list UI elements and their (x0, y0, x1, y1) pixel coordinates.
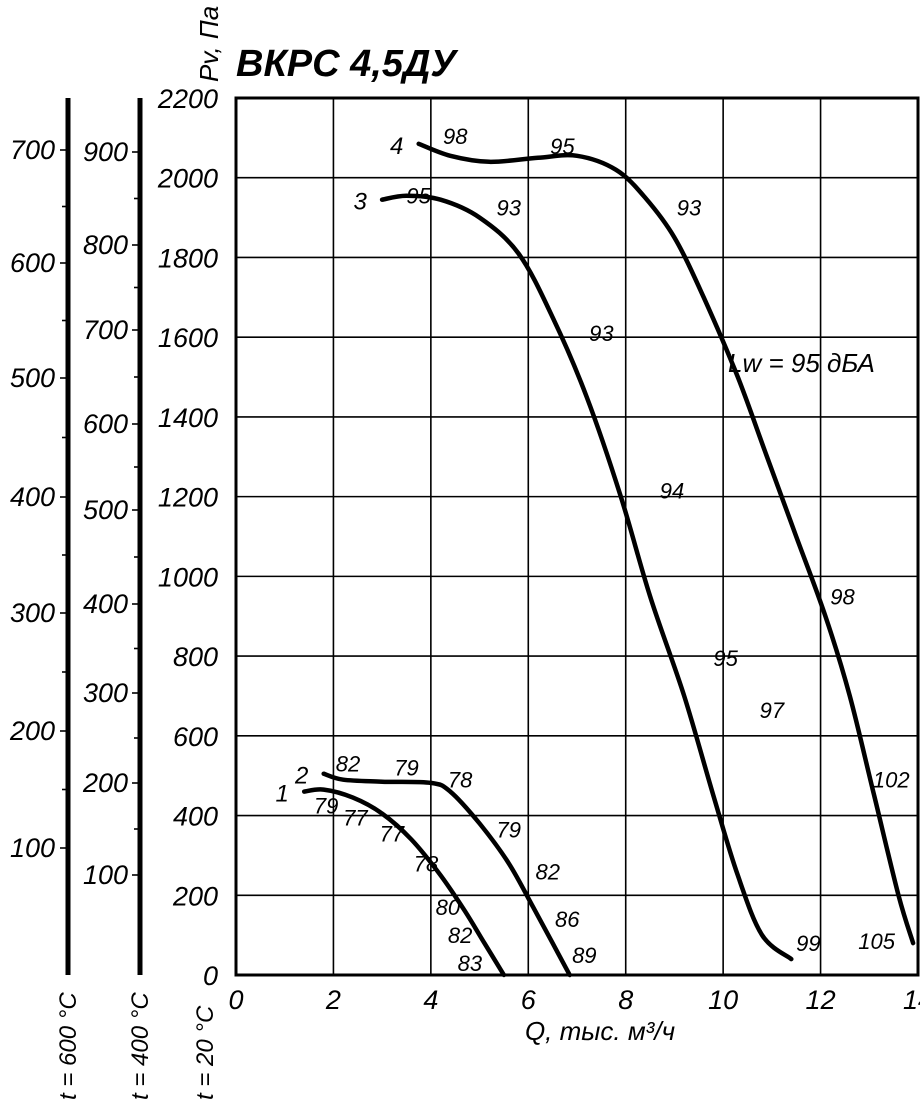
temp-scale-label: 300 (10, 598, 55, 628)
temp-scale-label: 400 (10, 482, 55, 512)
noise-level-label: 99 (796, 931, 820, 956)
x-tick-label: 0 (228, 985, 243, 1015)
chart-title: ВКРС 4,5ДУ (236, 43, 459, 85)
y-tick-label: 200 (172, 881, 218, 911)
y-tick-label: 1600 (158, 323, 218, 353)
series-name-label: 2 (294, 763, 308, 790)
temp-scale-title: t = 20 °C (192, 1005, 219, 1100)
series-curves (301, 141, 916, 978)
temp-scale-label: 800 (83, 230, 128, 260)
y-tick-label: 1400 (158, 403, 218, 433)
temp-scale-label: 200 (9, 716, 55, 746)
noise-level-label: 82 (536, 859, 560, 884)
x-axis-label: Q, тыс. м³/ч (525, 1016, 675, 1046)
series-name-label: 3 (353, 189, 367, 216)
y-tick-label: 2000 (157, 164, 218, 194)
grid (234, 96, 920, 977)
noise-level-label: 95 (406, 184, 431, 209)
temp-scale-label: 600 (10, 248, 55, 278)
y-tick-label: 0 (203, 961, 218, 991)
temp-scale-label: 600 (83, 409, 128, 439)
series-curve-2 (321, 771, 572, 978)
noise-level-label: 98 (830, 584, 855, 609)
temp-scale-label: 300 (83, 678, 128, 708)
annotation-lw: Lw = 95 дБА (728, 348, 875, 378)
noise-level-label: 95 (713, 646, 738, 671)
noise-level-label: 77 (380, 821, 405, 846)
noise-level-label: 82 (448, 923, 472, 948)
plot-frame (234, 96, 920, 977)
noise-level-label: 80 (436, 895, 461, 920)
series-curve-3 (379, 193, 794, 962)
noise-level-label: 102 (873, 768, 910, 793)
y-tick-label: 1800 (158, 243, 218, 273)
x-tick-label: 4 (423, 985, 438, 1015)
temp-scale-label: 500 (83, 495, 128, 525)
x-tick-label: 14 (903, 985, 920, 1015)
y-tick-label: 800 (173, 642, 218, 672)
temp-scale-label: 100 (83, 860, 128, 890)
temp-scale-label: 400 (83, 589, 128, 619)
x-tick-label: 8 (618, 985, 633, 1015)
series-curve-1 (301, 787, 507, 978)
temp-scale-label: 900 (83, 137, 128, 167)
noise-level-label: 77 (343, 806, 368, 831)
x-tick-label: 12 (806, 985, 836, 1015)
tick-labels: 0246810121402004006008001000120014001600… (157, 84, 920, 1015)
temp-scale-title: t = 400 °C (127, 992, 154, 1100)
temperature-scales: 700 600 500 400 300 200 100 t = 600 °C 900 800 700… (9, 98, 219, 1100)
noise-level-label: 97 (760, 698, 785, 723)
y-tick-label: 1000 (158, 562, 218, 592)
noise-level-label: 98 (443, 124, 468, 149)
noise-level-label: 89 (572, 943, 596, 968)
series-name-label: 1 (276, 781, 289, 808)
noise-level-label: 95 (550, 134, 575, 159)
temp-scale-label: 200 (82, 768, 128, 798)
y-tick-label: 2200 (157, 84, 218, 114)
noise-level-label: 105 (858, 929, 895, 954)
noise-level-label: 82 (336, 752, 360, 777)
noise-level-label: 78 (448, 768, 473, 793)
series-name-label: 4 (390, 133, 403, 160)
noise-level-label: 79 (497, 817, 521, 842)
noise-level-label: 78 (414, 851, 439, 876)
temp-scale-label: 700 (10, 135, 55, 165)
temp-scale-label: 700 (83, 315, 128, 345)
noise-level-label: 79 (314, 794, 338, 819)
noise-level-label: 79 (394, 756, 418, 781)
x-tick-label: 6 (521, 985, 537, 1015)
noise-level-label: 83 (458, 951, 483, 976)
y-tick-label: 1200 (158, 483, 218, 513)
temp-scale-label: 500 (10, 363, 55, 393)
temp-scale-label: 100 (10, 833, 55, 863)
temp-scale-title: t = 600 °C (55, 992, 82, 1100)
noise-level-label: 93 (589, 321, 614, 346)
noise-level-label: 93 (677, 196, 702, 221)
x-tick-label: 10 (708, 985, 738, 1015)
y-tick-label: 600 (173, 722, 218, 752)
noise-level-label: 94 (660, 479, 684, 504)
y-tick-label: 400 (173, 802, 218, 832)
noise-level-label: 86 (555, 907, 580, 932)
x-tick-label: 2 (325, 985, 341, 1015)
y-axis-label: Pv, Па (194, 6, 224, 82)
noise-level-label: 93 (497, 196, 522, 221)
series-curve-4 (416, 141, 916, 946)
